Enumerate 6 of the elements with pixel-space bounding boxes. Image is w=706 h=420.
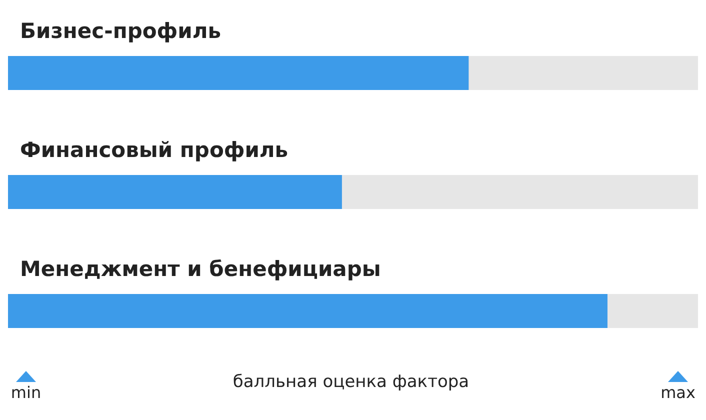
x-axis-title: балльная оценка фактора (232, 372, 470, 392)
y-tick-label: Бизнес-профиль (20, 19, 222, 43)
y-tick-label: Финансовый профиль (20, 138, 288, 162)
text: min (10, 382, 42, 404)
y-tick-label: Менеджмент и бенефициары (20, 257, 381, 281)
text: max (660, 382, 696, 404)
